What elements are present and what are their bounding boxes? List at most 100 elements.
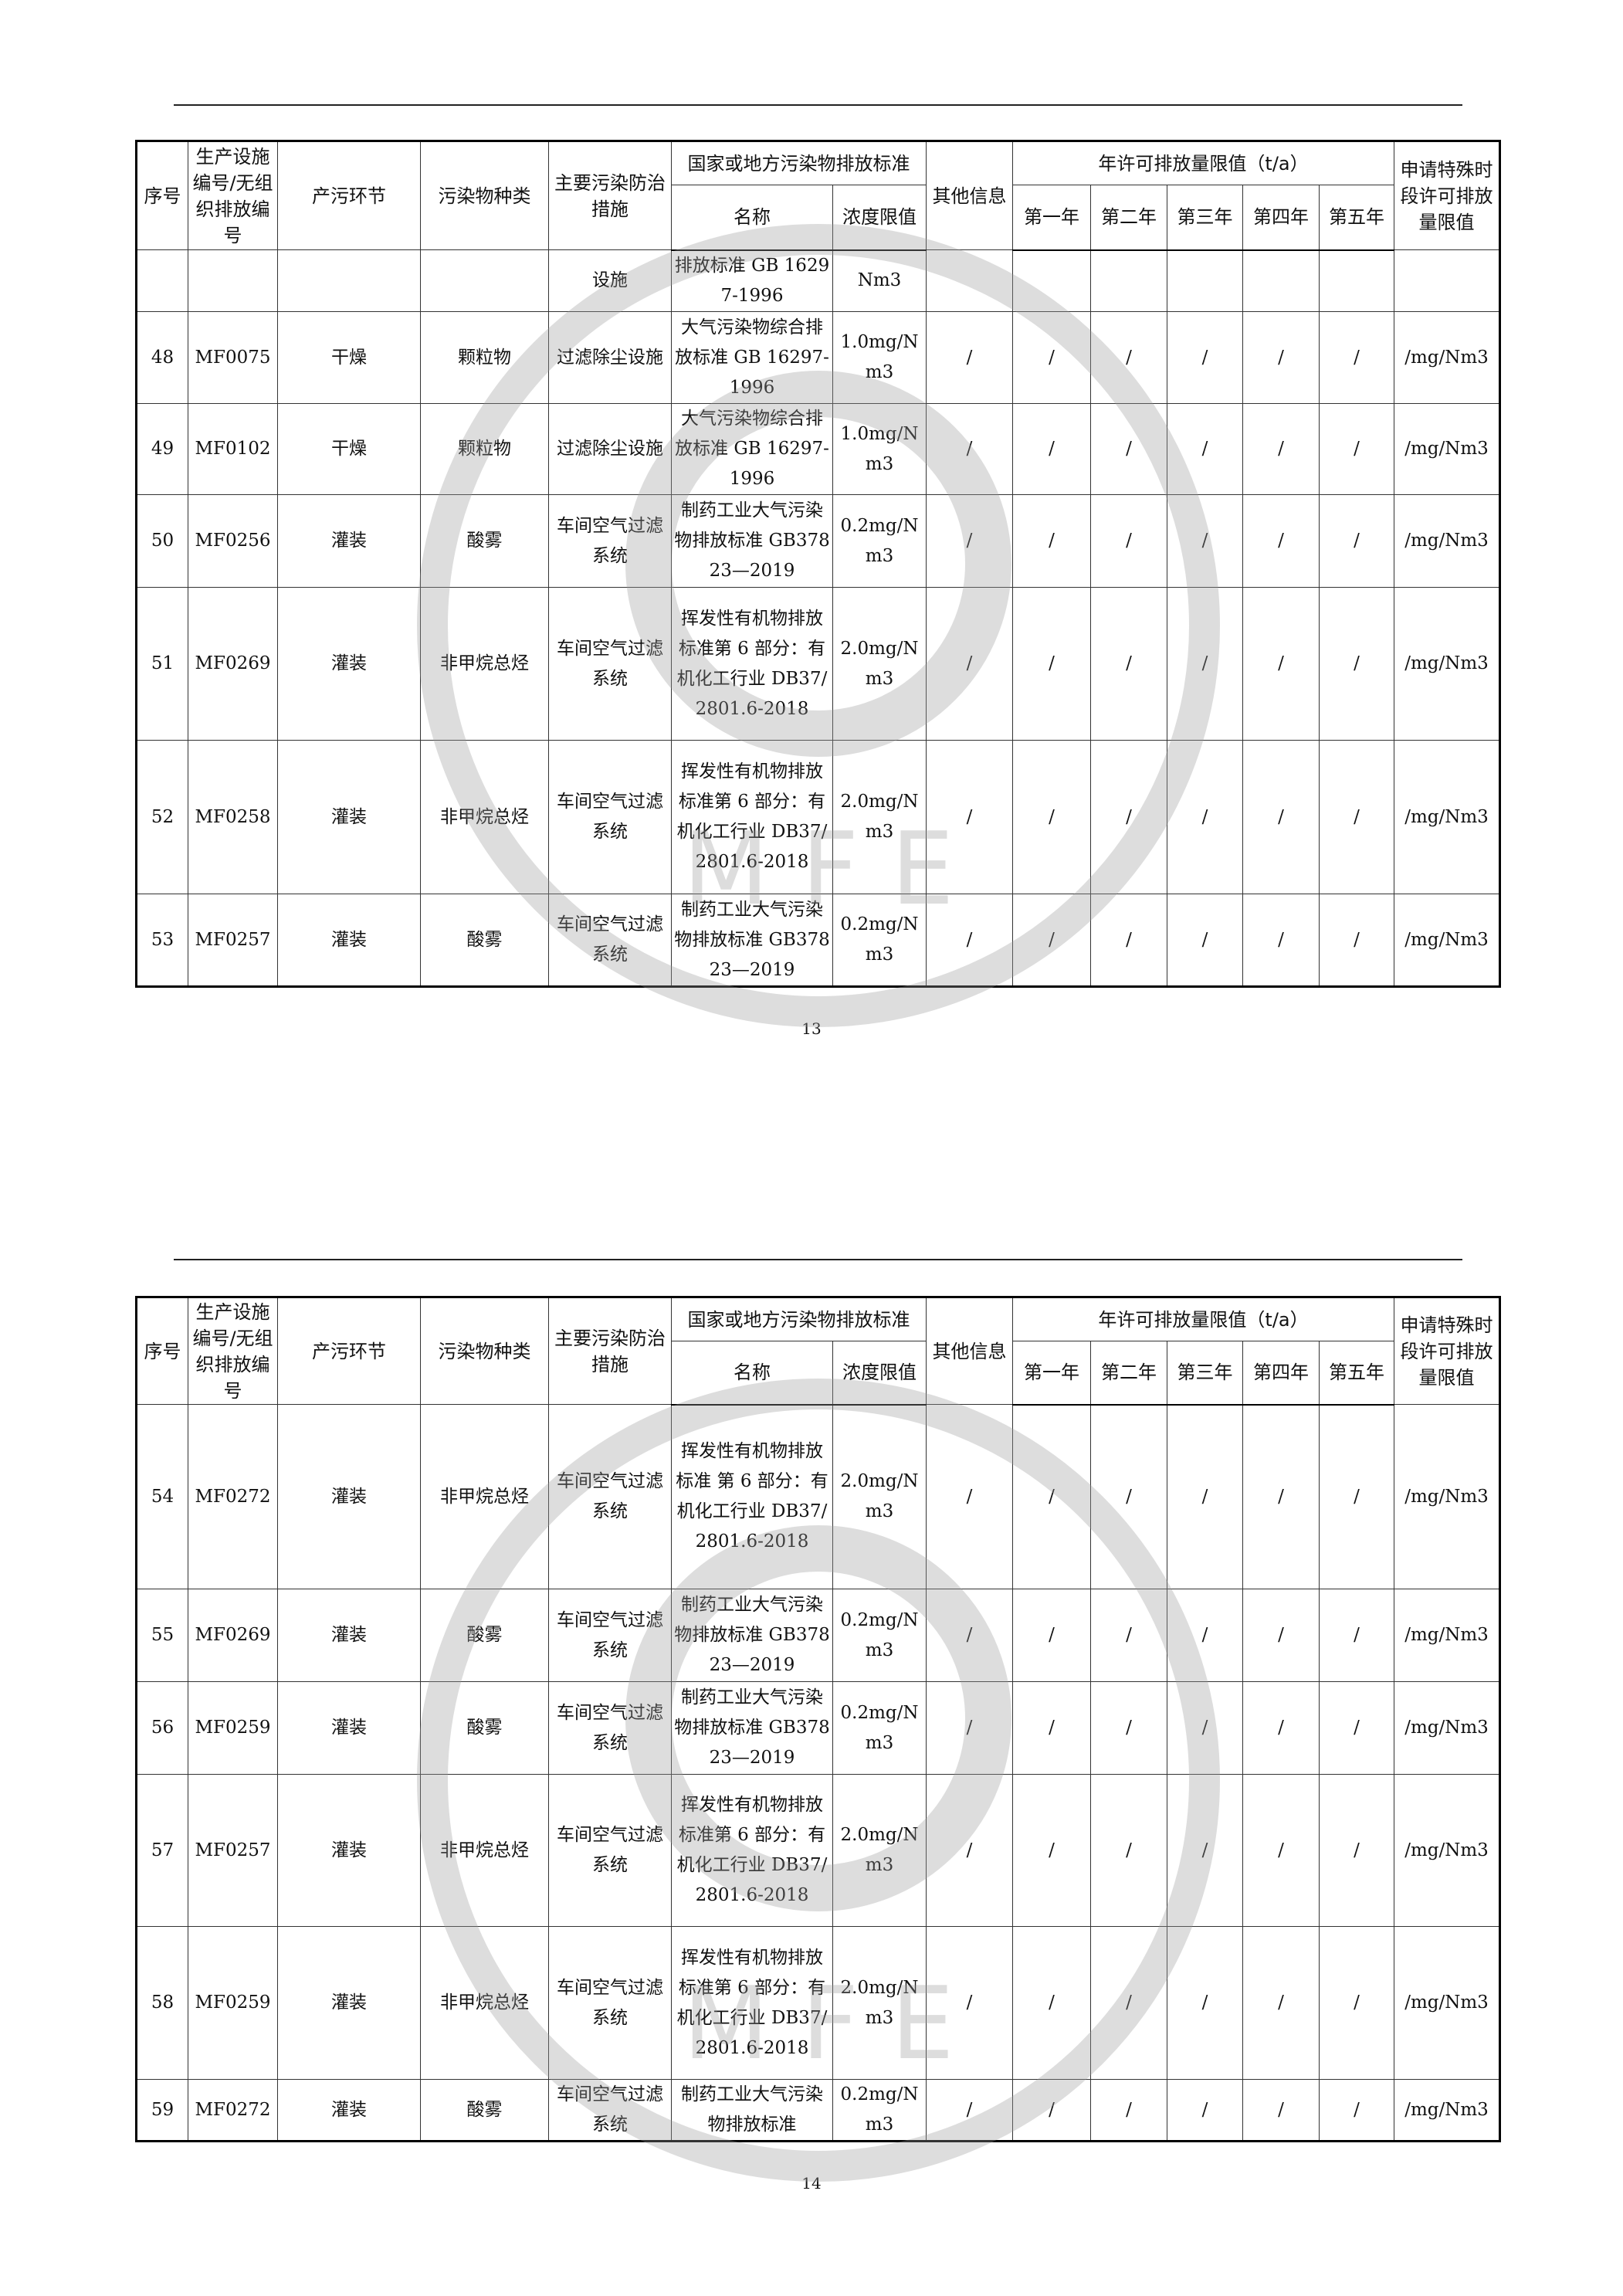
- table-row: 56 MF0259 灌装 酸雾 车间空气过滤系统 制药工业大气污染物排放标准 GB3782…: [136, 1681, 1501, 1775]
- cell-other: /: [926, 1681, 1013, 1775]
- cell-stage: 灌装: [277, 1404, 421, 1589]
- cell-year-1: /: [1012, 1926, 1091, 2080]
- cell-stage: 灌装: [277, 740, 421, 894]
- cell-facility-id: MF0259: [188, 1681, 278, 1775]
- cell-measure: 车间空气过滤系统: [548, 1681, 672, 1775]
- cell-year-5: /: [1318, 2079, 1395, 2142]
- cell-year-5: /: [1318, 1589, 1395, 1682]
- cell-year-3: /: [1167, 1774, 1243, 1927]
- header-year-5: 第五年: [1318, 1341, 1395, 1406]
- cell-standard-name: 挥发性有机物排放标准第 6 部分：有机化工行业 DB37/2801.6-2018: [671, 1926, 833, 2080]
- cell-measure: 过滤除尘设施: [548, 311, 672, 404]
- cell-year-3: /: [1167, 894, 1243, 987]
- cell-year-4: [1242, 249, 1320, 312]
- cell-pollutant: 酸雾: [420, 494, 549, 588]
- cell-special: /mg/Nm3: [1394, 1774, 1501, 1927]
- cell-other: /: [926, 494, 1013, 588]
- cell-facility-id: MF0258: [188, 740, 278, 894]
- header-year-5: 第五年: [1318, 185, 1395, 251]
- page-number: 13: [801, 1019, 822, 1038]
- header-annual-limit: 年许可排放量限值（t/a）: [1011, 1297, 1395, 1341]
- cell-standard-name: 排放标准 GB 16297-1996: [671, 249, 833, 312]
- cell-other: /: [926, 1404, 1013, 1589]
- cell-year-5: /: [1318, 494, 1395, 588]
- cell-standard-name: 大气污染物综合排放标准 GB 16297-1996: [671, 403, 833, 495]
- cell-year-2: /: [1090, 1589, 1167, 1682]
- header-std-limit: 浓度限值: [832, 1341, 927, 1406]
- table-row: 48 MF0075 干燥 颗粒物 过滤除尘设施 大气污染物综合排放标准 GB 16297-…: [136, 311, 1501, 404]
- cell-year-1: /: [1012, 894, 1091, 987]
- cell-special: [1394, 249, 1501, 312]
- cell-year-2: /: [1090, 740, 1167, 894]
- cell-standard-name: 制药工业大气污染物排放标准: [671, 2079, 833, 2142]
- cell-year-1: /: [1012, 740, 1091, 894]
- cell-year-5: /: [1318, 587, 1395, 741]
- cell-limit: 1.0mg/Nm3: [832, 311, 927, 404]
- cell-measure: 车间空气过滤系统: [548, 494, 672, 588]
- header-other: 其他信息: [926, 1297, 1013, 1405]
- cell-year-4: /: [1242, 1774, 1320, 1927]
- cell-year-4: /: [1242, 1589, 1320, 1682]
- cell-special: /mg/Nm3: [1394, 1926, 1501, 2080]
- header-std-name: 名称: [671, 1341, 833, 1406]
- cell-stage: 干燥: [277, 403, 421, 495]
- cell-year-2: /: [1090, 1774, 1167, 1927]
- header-measure: 主要污染防治措施: [548, 1297, 672, 1405]
- cell-year-3: /: [1167, 403, 1243, 495]
- cell-year-3: /: [1167, 1681, 1243, 1775]
- cell-year-2: /: [1090, 311, 1167, 404]
- cell-pollutant: 酸雾: [420, 2079, 549, 2142]
- cell-year-2: /: [1090, 1404, 1167, 1589]
- header-year-1: 第一年: [1012, 185, 1091, 251]
- header-facility-id: 生产设施编号/无组织排放编号: [188, 141, 278, 250]
- cell-special: /mg/Nm3: [1394, 587, 1501, 741]
- cell-facility-id: MF0075: [188, 311, 278, 404]
- cell-standard-name: 制药工业大气污染物排放标准 GB37823—2019: [671, 1589, 833, 1682]
- cell-pollutant: 酸雾: [420, 1589, 549, 1682]
- cell-other: /: [926, 1926, 1013, 2080]
- cell-other: /: [926, 1774, 1013, 1927]
- cell-facility-id: MF0257: [188, 1774, 278, 1927]
- cell-standard-name: 制药工业大气污染物排放标准 GB37823—2019: [671, 894, 833, 987]
- cell-special: /mg/Nm3: [1394, 403, 1501, 495]
- emission-table-page-13: 序号 生产设施编号/无组织排放编号 产污环节 污染物种类 主要污染防治措施 国家或地方污染…: [135, 140, 1502, 988]
- cell-year-2: /: [1090, 894, 1167, 987]
- cell-no: 51: [136, 587, 188, 741]
- cell-standard-name: 挥发性有机物排放标准第 6 部分：有机化工行业 DB37/2801.6-2018: [671, 1774, 833, 1927]
- cell-year-5: /: [1318, 1681, 1395, 1775]
- cell-stage: 灌装: [277, 1926, 421, 2080]
- cell-year-4: /: [1242, 403, 1320, 495]
- cell-standard-name: 制药工业大气污染物排放标准 GB37823—2019: [671, 494, 833, 588]
- cell-pollutant: 非甲烷总烃: [420, 740, 549, 894]
- cell-year-1: /: [1012, 587, 1091, 741]
- cell-facility-id: MF0269: [188, 587, 278, 741]
- cell-other: /: [926, 587, 1013, 741]
- header-stage: 产污环节: [277, 1297, 421, 1405]
- header-year-2: 第二年: [1090, 185, 1167, 251]
- table-row: 58 MF0259 灌装 非甲烷总烃 车间空气过滤系统 挥发性有机物排放标准第 6 部分：…: [136, 1926, 1501, 2080]
- cell-other: /: [926, 2079, 1013, 2142]
- cell-standard-name: 制药工业大气污染物排放标准 GB37823—2019: [671, 1681, 833, 1775]
- cell-no: 54: [136, 1404, 188, 1589]
- cell-limit: 0.2mg/Nm3: [832, 894, 927, 987]
- cell-other: /: [926, 403, 1013, 495]
- header-facility-id: 生产设施编号/无组织排放编号: [188, 1297, 278, 1405]
- cell-other: /: [926, 311, 1013, 404]
- cell-no: 50: [136, 494, 188, 588]
- cell-no: 48: [136, 311, 188, 404]
- cell-pollutant: 非甲烷总烃: [420, 1774, 549, 1927]
- cell-year-1: [1012, 249, 1091, 312]
- header-pollutant: 污染物种类: [420, 1297, 549, 1405]
- cell-no: 59: [136, 2079, 188, 2142]
- header-stage: 产污环节: [277, 141, 421, 250]
- cell-no: 57: [136, 1774, 188, 1927]
- cell-pollutant: 非甲烷总烃: [420, 1926, 549, 2080]
- cell-facility-id: MF0257: [188, 894, 278, 987]
- header-standard: 国家或地方污染物排放标准: [671, 141, 927, 185]
- cell-limit: 0.2mg/Nm3: [832, 2079, 927, 2142]
- cell-measure: 设施: [548, 249, 672, 312]
- header-year-3: 第三年: [1167, 185, 1243, 251]
- header-year-2: 第二年: [1090, 1341, 1167, 1406]
- cell-measure: 车间空气过滤系统: [548, 894, 672, 987]
- cell-special: /mg/Nm3: [1394, 1589, 1501, 1682]
